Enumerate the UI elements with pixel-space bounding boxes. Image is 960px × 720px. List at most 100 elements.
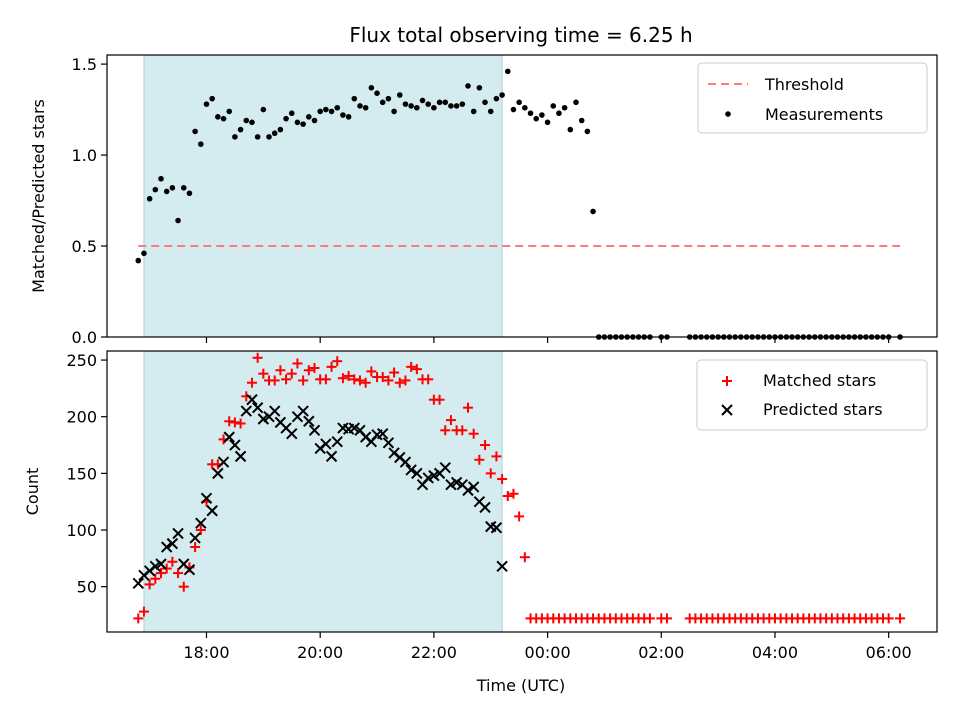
matched-star-marker xyxy=(480,440,491,451)
matched-star-marker xyxy=(275,365,286,376)
measurement-point xyxy=(425,101,431,107)
y-tick-label: 150 xyxy=(66,464,97,483)
matched-star-marker xyxy=(133,613,144,624)
matched-star-marker xyxy=(309,362,320,373)
x-tick-label: 02:00 xyxy=(638,643,684,662)
predicted-star-marker xyxy=(490,522,503,534)
predicted-star-marker xyxy=(212,467,224,480)
predicted-star-marker xyxy=(155,558,167,570)
predicted-star-marker xyxy=(308,424,321,437)
predicted-star-marker xyxy=(331,435,343,448)
top-panel: 0.0 0.5 1.0 1.5 Matched/Predicted stars Thr… xyxy=(29,54,938,347)
measurement-point xyxy=(539,112,545,118)
legend-measurement-swatch xyxy=(725,111,731,117)
measurement-point xyxy=(453,103,460,109)
y-tick-label: 200 xyxy=(66,408,97,427)
matched-star-marker xyxy=(360,377,371,388)
measurement-point xyxy=(493,95,500,102)
y-tick-label: 250 xyxy=(66,351,97,370)
measurement-point xyxy=(215,114,221,120)
matched-star-marker xyxy=(502,491,513,502)
measurement-point xyxy=(306,114,312,120)
y-tick-label: 50 xyxy=(77,578,97,597)
measurement-point xyxy=(283,115,289,122)
matched-star-marker xyxy=(457,425,468,436)
measurement-point xyxy=(203,101,210,107)
measurement-point xyxy=(226,108,233,115)
matched-star-marker xyxy=(286,368,297,379)
measurement-point xyxy=(175,217,181,224)
predicted-star-marker xyxy=(479,501,491,514)
measurement-point xyxy=(522,104,528,111)
measurement-point xyxy=(232,134,238,140)
matched-star-marker xyxy=(229,417,240,428)
matched-star-marker xyxy=(519,552,530,563)
x-tick-label: 20:00 xyxy=(297,643,343,662)
matched-star-marker xyxy=(178,581,189,592)
predicted-star-marker xyxy=(160,541,173,553)
measurement-point xyxy=(294,119,301,126)
measurement-point xyxy=(198,141,204,147)
measurement-point xyxy=(414,104,420,111)
measurement-point xyxy=(504,68,511,75)
measurement-point xyxy=(249,119,255,126)
y-tick-label: 1.5 xyxy=(72,55,97,74)
measurement-point xyxy=(567,126,574,133)
predicted-star-marker xyxy=(234,450,247,463)
predicted-star-marker xyxy=(200,492,213,505)
measurement-point xyxy=(374,90,380,97)
measurement-point xyxy=(300,121,306,127)
predicted-star-marker xyxy=(246,394,258,406)
predicted-star-marker xyxy=(217,456,230,468)
predicted-star-marker xyxy=(183,563,196,576)
predicted-star-marker xyxy=(223,431,235,443)
predicted-star-marker xyxy=(439,461,451,474)
bottom-observing-span xyxy=(143,350,503,633)
x-tick-label: 00:00 xyxy=(525,643,571,662)
matched-star-marker xyxy=(337,373,348,384)
matched-star-marker xyxy=(343,370,354,381)
legend-matched-label: Matched stars xyxy=(763,371,876,390)
legend-predicted-swatch xyxy=(721,404,733,416)
measurement-point xyxy=(152,186,159,193)
matched-star-marker xyxy=(411,364,422,375)
measurement-point xyxy=(476,84,483,91)
predicted-star-marker xyxy=(496,560,508,572)
top-observing-span xyxy=(143,54,503,338)
measurement-point xyxy=(192,128,198,135)
measurement-point xyxy=(465,83,471,89)
matched-star-marker xyxy=(644,613,655,624)
predicted-star-marker xyxy=(320,438,332,450)
chart-title: Flux total observing time = 6.25 h xyxy=(349,23,692,47)
measurement-point xyxy=(550,103,557,109)
measurement-point xyxy=(186,190,193,197)
matched-star-marker xyxy=(303,365,314,376)
measurement-point xyxy=(396,92,403,98)
top-x-ticks xyxy=(205,337,890,343)
bottom-panel: 50 100 150 200 250 18:00 20:00 22:00 00:00 02:00… xyxy=(23,350,938,662)
predicted-star-marker xyxy=(297,405,309,417)
matched-star-marker xyxy=(434,394,445,405)
matched-star-marker xyxy=(235,418,246,429)
matched-star-marker xyxy=(195,525,206,536)
matched-star-marker xyxy=(349,374,360,385)
x-tick-label: 04:00 xyxy=(752,643,798,662)
measurement-point xyxy=(584,128,591,135)
measurement-points xyxy=(135,68,903,340)
matched-star-marker xyxy=(224,416,235,427)
legend-threshold-label: Threshold xyxy=(764,75,844,94)
y-tick-label: 1.0 xyxy=(72,146,97,165)
matched-star-marker xyxy=(394,377,405,388)
matched-star-marker xyxy=(400,375,411,386)
matched-star-marker xyxy=(468,428,479,439)
top-y-axis-label: Matched/Predicted stars xyxy=(29,99,48,293)
predicted-star-marker xyxy=(286,428,298,440)
matched-star-marker xyxy=(269,375,280,386)
matched-star-marker xyxy=(514,511,525,522)
matched-star-marker xyxy=(320,374,331,385)
measurement-point xyxy=(533,115,540,122)
predicted-star-marker xyxy=(399,456,412,468)
measurement-point xyxy=(442,99,449,106)
measurement-point xyxy=(459,101,466,107)
matched-star-marker xyxy=(508,488,519,499)
